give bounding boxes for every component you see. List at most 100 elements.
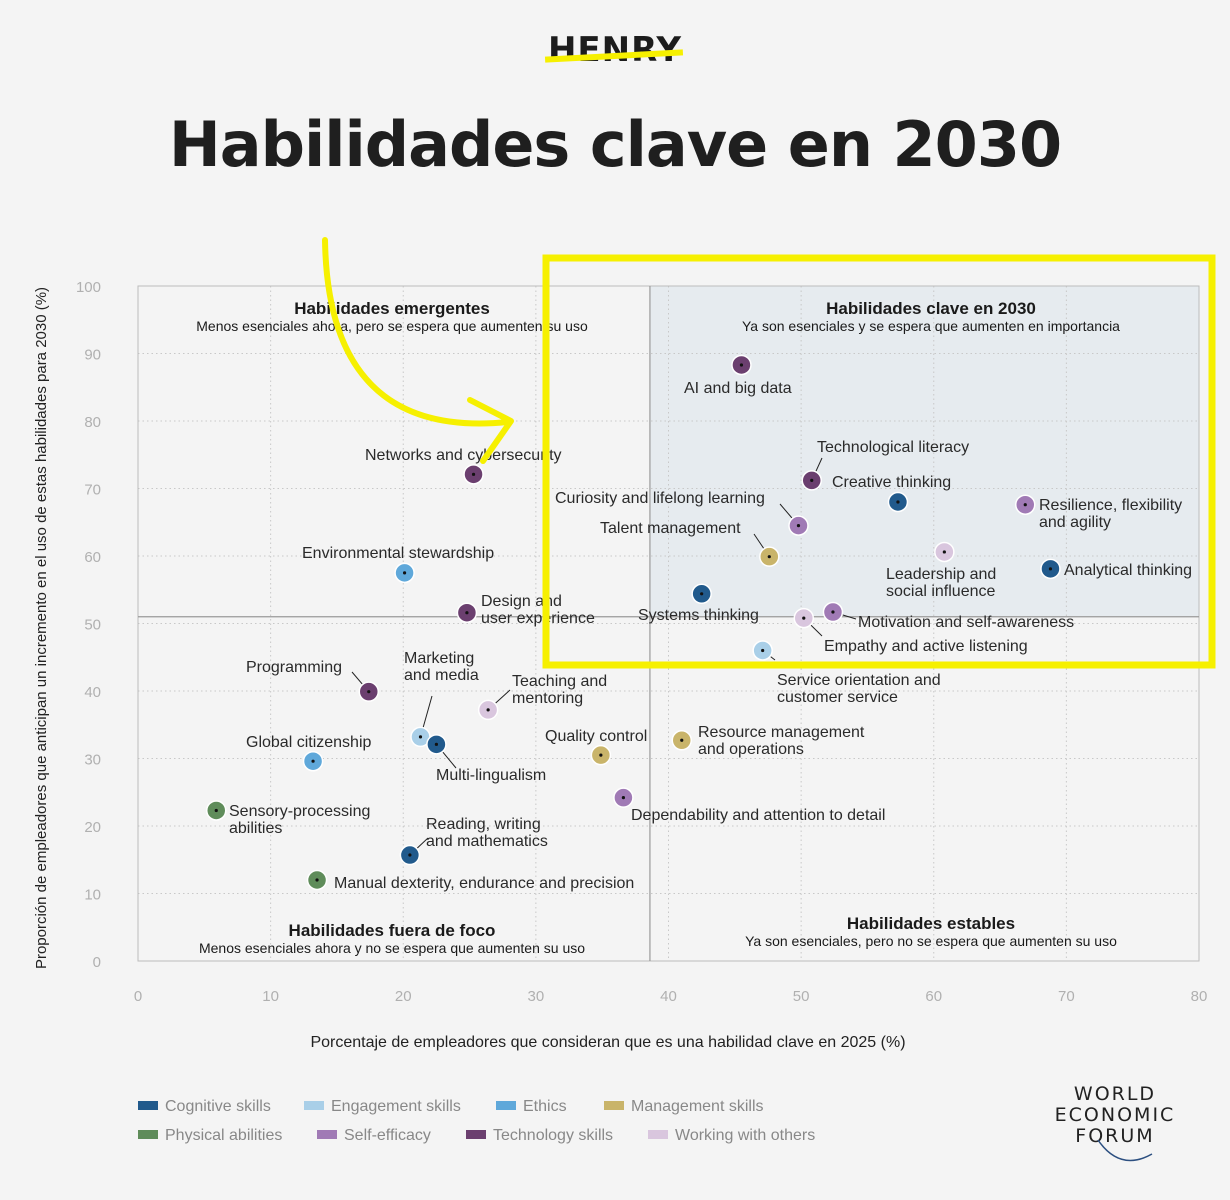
point-label: Programming <box>246 659 342 676</box>
legend-swatch <box>138 1130 158 1139</box>
data-point <box>426 734 447 755</box>
legend-item: Working with others <box>648 1127 815 1145</box>
legend-label: Ethics <box>523 1098 567 1115</box>
x-tick-label: 20 <box>395 988 412 1005</box>
data-point <box>477 699 499 721</box>
quadrant-title-emerging: Habilidades emergentes <box>294 299 490 318</box>
y-tick-label: 10 <box>84 887 101 904</box>
wef-logo: WORLD ECONOMIC FORUM <box>1040 1084 1190 1147</box>
point-label: Service orientation and customer service <box>777 672 941 706</box>
point-label: Technological literacy <box>817 439 969 456</box>
data-point <box>302 750 324 772</box>
data-point <box>801 470 822 491</box>
point-label: Reading, writing and mathematics <box>426 816 548 850</box>
wef-logo-line: WORLD <box>1073 1083 1157 1105</box>
data-point <box>788 515 809 536</box>
data-point-center <box>599 753 603 757</box>
point-label: Curiosity and lifelong learning <box>555 490 765 507</box>
data-point-center <box>402 571 407 575</box>
data-point <box>613 787 634 808</box>
data-point <box>671 730 693 751</box>
point-label: Teaching and mentoring <box>512 673 607 707</box>
data-point-center <box>831 610 835 614</box>
x-axis-label: Porcentaje de empleadores que consideran… <box>310 1034 905 1051</box>
highlight-box <box>542 254 1216 669</box>
point-label: Motivation and self-awareness <box>858 614 1074 631</box>
data-point-center <box>942 550 946 554</box>
legend-item: Cognitive skills <box>138 1098 271 1116</box>
data-point-center <box>471 472 476 476</box>
data-point <box>934 541 955 563</box>
x-tick-label: 30 <box>528 988 545 1005</box>
data-point-center <box>680 738 684 742</box>
y-tick-label: 100 <box>76 279 101 296</box>
legend-label: Management skills <box>631 1098 764 1115</box>
data-point-center <box>486 708 490 712</box>
legend-label: Engagement skills <box>331 1098 461 1115</box>
point-label: Sensory-processing abilities <box>229 803 370 837</box>
data-point <box>759 546 780 567</box>
data-point <box>793 607 815 629</box>
point-label: Marketing and media <box>404 650 479 684</box>
data-point-center <box>802 616 806 620</box>
legend-swatch <box>138 1101 158 1110</box>
y-tick-label: 40 <box>84 684 101 701</box>
plot-frame <box>137 285 1200 962</box>
legend-item: Physical abilities <box>138 1127 282 1145</box>
point-label: Quality control <box>545 728 647 745</box>
y-tick-label: 80 <box>84 414 101 431</box>
data-point <box>590 744 612 766</box>
data-point-center <box>1048 567 1053 571</box>
wef-logo-line: ECONOMIC <box>1054 1104 1176 1126</box>
data-point <box>1040 558 1061 580</box>
data-point-center <box>214 808 218 813</box>
data-point-center <box>434 742 439 746</box>
point-label: Empathy and active listening <box>824 638 1028 655</box>
point-label: Leadership and social influence <box>886 566 996 600</box>
data-point <box>456 602 478 623</box>
data-point-center <box>796 524 801 528</box>
legend-swatch <box>466 1130 486 1139</box>
data-point-center <box>418 735 423 739</box>
x-tick-label: 50 <box>793 988 810 1005</box>
point-labels: AI and big data Technological literacy Cre… <box>229 380 1192 892</box>
legend-item: Management skills <box>604 1098 764 1116</box>
legend-swatch <box>496 1101 516 1110</box>
legend-swatch <box>604 1101 624 1110</box>
point-label: AI and big data <box>684 380 792 397</box>
point-label: Talent management <box>600 520 741 537</box>
point-label: Manual dexterity, endurance and precisio… <box>334 875 634 892</box>
point-label: Creative thinking <box>832 474 951 491</box>
quadrant-title-stable: Habilidades estables <box>847 914 1015 933</box>
legend-item: Ethics <box>496 1098 567 1116</box>
page-title: Habilidades clave en 2030 <box>168 108 1062 181</box>
quadrant-title-out: Habilidades fuera de foco <box>289 921 496 940</box>
y-tick-label: 70 <box>84 482 101 499</box>
legend-swatch <box>648 1130 668 1139</box>
y-tick-label: 30 <box>84 752 101 769</box>
point-label: Dependability and attention to detail <box>631 807 885 824</box>
quadrant-title-key: Habilidades clave en 2030 <box>826 299 1036 318</box>
data-point-center <box>1023 503 1027 507</box>
legend-item: Self-efficacy <box>317 1127 431 1145</box>
data-point-center <box>761 648 765 653</box>
legend-item: Technology skills <box>466 1127 613 1145</box>
y-tick-label: 60 <box>84 549 101 566</box>
quadrant-subtitle-out: Menos esenciales ahora y no se espera qu… <box>199 940 585 956</box>
highlight-arrow <box>322 237 511 427</box>
y-tick-label: 50 <box>84 617 101 634</box>
quadrant-subtitle-stable: Ya son esenciales, pero no se espera que… <box>745 933 1117 949</box>
data-point <box>1015 494 1036 515</box>
legend-label: Self-efficacy <box>344 1127 431 1144</box>
y-tick-label: 90 <box>84 347 101 364</box>
data-point-center <box>621 796 626 800</box>
point-label: Design and user experience <box>481 593 595 627</box>
data-point-center <box>767 555 771 559</box>
point-label: Environmental stewardship <box>302 545 494 562</box>
data-point-center <box>700 592 704 596</box>
data-point <box>399 844 421 866</box>
y-tick-label: 20 <box>84 819 101 836</box>
point-label: Systems thinking <box>638 607 759 624</box>
legend-label: Cognitive skills <box>165 1098 271 1115</box>
wef-logo-line: FORUM <box>1075 1125 1155 1147</box>
